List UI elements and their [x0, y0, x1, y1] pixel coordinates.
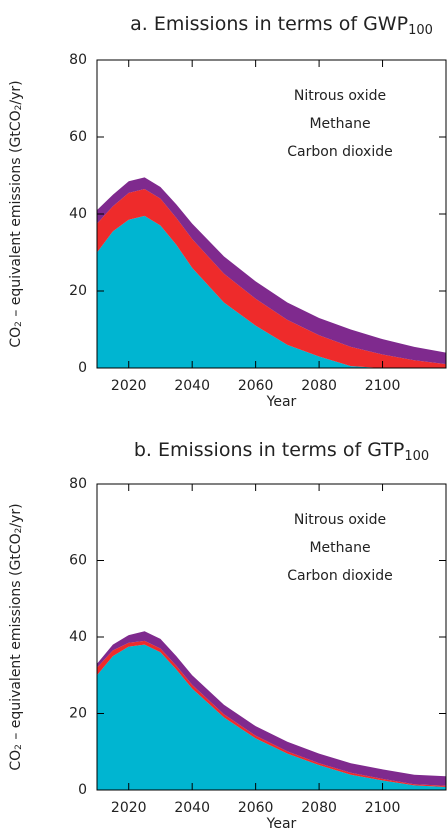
title-sub: 100: [404, 449, 429, 464]
area: [97, 640, 446, 787]
x-axis-label: Year: [266, 394, 297, 410]
chart-title: b. Emissions in terms of GTP100: [134, 439, 429, 464]
x-tick-label: 2020: [111, 378, 147, 394]
x-axis-label: Year: [266, 816, 297, 832]
x-tick-label: 2080: [301, 800, 337, 816]
y-label-sub: 2: [14, 321, 24, 327]
area: [97, 188, 446, 368]
y-axis-label: CO2 – equivalent emissions (GtCO2/yr): [8, 80, 24, 347]
y-tick-label: 80: [69, 476, 87, 492]
y-tick-label: 60: [69, 129, 87, 145]
y-tick-label: 0: [78, 360, 87, 376]
legend-entry: Carbon dioxide: [287, 144, 392, 160]
legend-entry: Methane: [309, 540, 370, 556]
title-main: a. Emissions in terms of GWP: [130, 13, 408, 35]
x-tick-label: 2100: [365, 378, 401, 394]
y-tick-label: 20: [69, 283, 87, 299]
y-label-part: /yr): [8, 80, 24, 104]
title-sub: 100: [408, 23, 433, 38]
x-tick-label: 2060: [238, 800, 274, 816]
x-tick-label: 2100: [365, 800, 401, 816]
x-tick-label: 2020: [111, 800, 147, 816]
y-label-part: – equivalent emissions (GtCO: [8, 110, 24, 321]
y-tick-label: 20: [69, 706, 87, 722]
area: [97, 177, 446, 365]
area: [97, 644, 446, 790]
legend-entry: Nitrous oxide: [294, 512, 386, 528]
y-label-part: CO: [8, 327, 24, 348]
x-tick-label: 2060: [238, 378, 274, 394]
legend-entry: Carbon dioxide: [287, 568, 392, 584]
y-label-part: /yr): [8, 503, 24, 527]
y-tick-label: 80: [69, 52, 87, 68]
y-label-sub: 2: [14, 744, 24, 750]
legend-entry: Methane: [309, 116, 370, 132]
y-label-part: – equivalent emissions (GtCO: [8, 533, 24, 744]
y-label-sub: 2: [14, 105, 24, 111]
y-tick-label: 60: [69, 553, 87, 569]
y-tick-label: 0: [78, 782, 87, 798]
y-tick-label: 40: [69, 629, 87, 645]
area: [97, 631, 446, 786]
y-axis-label: CO2 – equivalent emissions (GtCO2/yr): [8, 503, 24, 770]
x-tick-label: 2040: [174, 378, 210, 394]
y-label-part: CO: [8, 750, 24, 771]
chart-title: a. Emissions in terms of GWP100: [130, 13, 433, 38]
x-tick-label: 2080: [301, 378, 337, 394]
y-label-sub: 2: [14, 528, 24, 534]
y-tick-label: 40: [69, 206, 87, 222]
legend-entry: Nitrous oxide: [294, 88, 386, 104]
title-main: b. Emissions in terms of GTP: [134, 439, 405, 461]
x-tick-label: 2040: [174, 800, 210, 816]
area: [97, 215, 446, 368]
